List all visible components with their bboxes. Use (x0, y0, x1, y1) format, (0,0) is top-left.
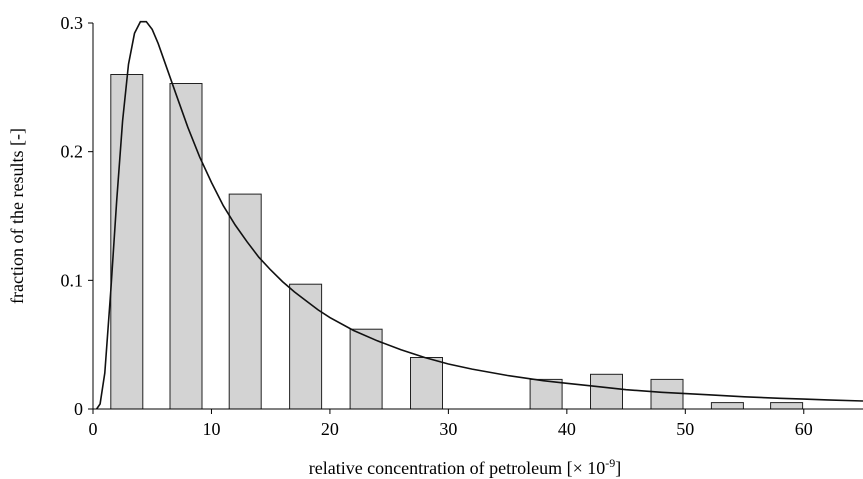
x-axis-title: relative concentration of petroleum [× 1… (309, 456, 622, 478)
bar-10 (710, 402, 744, 410)
y-tick-label-0: 0 (74, 399, 83, 419)
x-axis-title-main: relative concentration of petroleum [× 1… (309, 458, 606, 478)
x-tick-label-10: 10 (202, 419, 220, 439)
y-tick-label-0.3: 0.3 (61, 13, 84, 33)
bar-4 (289, 283, 323, 410)
bar-2 (169, 83, 203, 410)
bar-7 (529, 378, 563, 410)
curve-layer (95, 20, 863, 410)
x-tick-label-0: 0 (89, 419, 98, 439)
bar-5 (349, 328, 383, 410)
x-tick-label-20: 20 (321, 419, 339, 439)
y-axis-title: fraction of the results [-] (7, 128, 27, 304)
y-tick-label-0.2: 0.2 (61, 142, 84, 162)
x-tick-label-60: 60 (795, 419, 813, 439)
bar-3 (228, 193, 262, 410)
ticks-layer: 0 10 20 30 40 50 60 0 0.1 0.2 0.3 (61, 13, 813, 439)
bar-11 (770, 402, 804, 410)
fitted-distribution-curve (95, 20, 863, 410)
x-tick-label-30: 30 (439, 419, 457, 439)
y-tick-label-0.1: 0.1 (61, 270, 84, 290)
bar-6 (410, 357, 443, 410)
bar-1 (110, 74, 144, 410)
x-tick-label-40: 40 (558, 419, 576, 439)
bars-layer (110, 74, 804, 410)
x-tick-label-50: 50 (676, 419, 694, 439)
x-axis-title-suffix: ] (615, 458, 621, 478)
bar-8 (590, 373, 623, 410)
bar-9 (650, 378, 684, 410)
axes-layer (92, 23, 863, 410)
x-axis-title-exponent: -9 (605, 456, 615, 470)
